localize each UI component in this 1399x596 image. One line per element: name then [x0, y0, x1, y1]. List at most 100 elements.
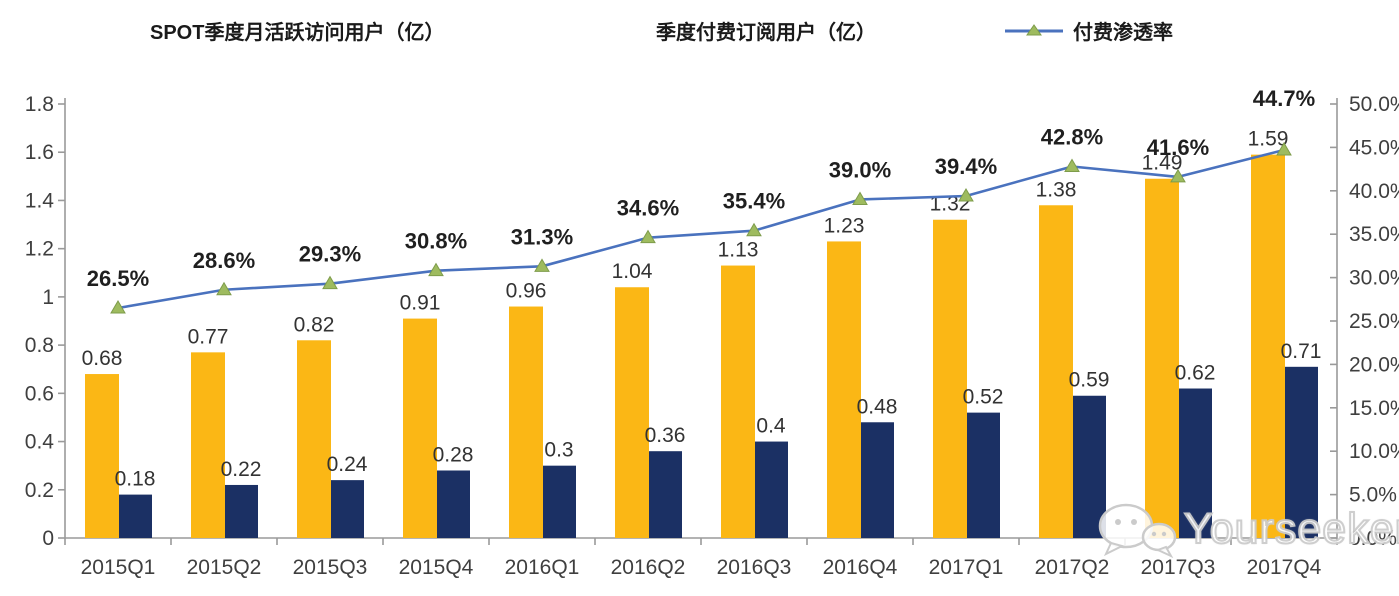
- penetration-marker-2016Q3: [746, 222, 762, 237]
- penetration-label: 29.3%: [299, 242, 361, 267]
- bar-subs-2017Q4: [1285, 366, 1318, 538]
- legend-item-subs: 季度付费订阅用户（亿）: [590, 16, 876, 45]
- penetration-label: 26.5%: [87, 266, 149, 291]
- bar-mau-2016Q2: [615, 287, 649, 538]
- right-axis-tick-label: 25.0%: [1349, 310, 1399, 333]
- x-axis-category-label: 2017Q1: [929, 556, 1004, 579]
- right-axis-tick-label: 0.0%: [1349, 527, 1397, 550]
- right-axis-tick-label: 10.0%: [1349, 440, 1399, 463]
- x-axis-category-label: 2017Q4: [1247, 556, 1322, 579]
- x-axis-category-label: 2017Q3: [1141, 556, 1216, 579]
- legend-item-mau: SPOT季度月活跃访问用户（亿）: [90, 16, 444, 45]
- bar-label-mau: 0.91: [400, 292, 441, 315]
- bar-subs-2017Q1: [967, 412, 1000, 538]
- bar-subs-2016Q2: [649, 451, 682, 538]
- bar-label-subs: 0.36: [645, 424, 686, 447]
- bar-label-subs: 0.3: [544, 439, 573, 462]
- penetration-marker-2015Q4: [428, 262, 444, 277]
- bar-mau-2015Q4: [403, 318, 437, 538]
- bar-mau-2017Q1: [933, 219, 967, 538]
- right-axis-tick-label: 15.0%: [1349, 397, 1399, 420]
- bar-mau-2017Q2: [1039, 205, 1073, 538]
- penetration-marker-2017Q4: [1276, 142, 1292, 156]
- penetration-label: 31.3%: [511, 224, 573, 249]
- penetration-marker-2016Q2: [640, 229, 656, 244]
- right-axis-tick-label: 30.0%: [1349, 267, 1399, 290]
- bar-subs-2015Q3: [331, 480, 364, 538]
- bar-label-subs: 0.48: [857, 395, 898, 418]
- penetration-label: 41.6%: [1147, 135, 1209, 160]
- bar-label-subs: 0.22: [221, 458, 262, 481]
- bar-subs-2016Q3: [755, 441, 788, 538]
- left-axis-tick-label: 0.2: [25, 479, 54, 502]
- bar-mau-2015Q2: [191, 352, 225, 538]
- bar-label-subs: 0.24: [327, 453, 368, 476]
- left-axis-tick-label: 0.6: [25, 382, 54, 405]
- penetration-label: 34.6%: [617, 196, 679, 221]
- legend-penetration-label: 付费渗透率: [1073, 22, 1173, 44]
- bar-subs-2015Q4: [437, 470, 470, 538]
- bar-label-mau: 0.77: [188, 325, 229, 348]
- bar-subs-2015Q2: [225, 484, 258, 538]
- penetration-line-marker-icon: [1005, 23, 1063, 35]
- penetration-label: 35.4%: [723, 189, 785, 214]
- penetration-label: 39.0%: [829, 157, 891, 182]
- legend-mau-label: SPOT季度月活跃访问用户（亿）: [150, 22, 445, 44]
- bar-label-mau: 0.68: [82, 347, 123, 370]
- x-axis-category-label: 2015Q1: [81, 556, 156, 579]
- bar-subs-2015Q1: [119, 494, 152, 538]
- left-axis-tick-label: 1.4: [25, 189, 55, 212]
- bar-mau-2016Q3: [721, 265, 755, 538]
- left-axis-tick-label: 1.2: [25, 238, 54, 261]
- penetration-marker-2015Q3: [322, 275, 338, 290]
- bar-mau-2016Q1: [509, 306, 543, 538]
- left-axis-tick-label: 1.6: [25, 141, 54, 164]
- bar-mau-2017Q4: [1251, 154, 1285, 538]
- right-axis-tick-label: 35.0%: [1349, 223, 1399, 246]
- left-axis-tick-label: 0: [42, 527, 54, 550]
- right-axis-tick-label: 40.0%: [1349, 180, 1399, 203]
- left-axis-tick-label: 0.8: [25, 334, 54, 357]
- bar-label-subs: 0.4: [756, 415, 786, 438]
- x-axis-category-label: 2016Q2: [611, 556, 686, 579]
- bar-subs-2017Q2: [1073, 395, 1106, 538]
- bar-mau-2016Q4: [827, 241, 861, 538]
- bar-subs-2016Q1: [543, 465, 576, 538]
- bar-label-mau: 1.59: [1248, 128, 1289, 151]
- penetration-marker-2015Q1: [110, 299, 126, 314]
- legend-subs-label: 季度付费订阅用户（亿）: [656, 22, 876, 44]
- penetration-marker-2017Q2: [1064, 158, 1080, 172]
- penetration-marker-2017Q3: [1170, 168, 1186, 183]
- bar-label-mau: 1.49: [1142, 152, 1183, 175]
- x-axis-category-label: 2015Q2: [187, 556, 262, 579]
- bar-subs-2017Q3: [1179, 388, 1212, 538]
- penetration-marker-2017Q1: [958, 188, 974, 202]
- left-axis-tick-label: 0.4: [25, 431, 55, 454]
- bar-subs-2016Q4: [861, 422, 894, 538]
- bar-label-mau: 1.13: [718, 239, 759, 262]
- bar-label-mau: 1.38: [1036, 178, 1077, 201]
- bar-mau-2015Q1: [85, 374, 119, 538]
- legend-item-penetration: 付费渗透率: [1005, 16, 1173, 45]
- penetration-label: 44.7%: [1253, 86, 1315, 111]
- bar-label-mau: 1.04: [612, 260, 653, 283]
- bar-label-subs: 0.28: [433, 443, 474, 466]
- left-axis-tick-label: 1: [42, 286, 54, 309]
- bar-label-mau: 1.23: [824, 214, 865, 237]
- left-axis-tick-label: 1.8: [25, 93, 54, 116]
- bar-label-subs: 0.52: [963, 386, 1004, 409]
- right-axis-tick-label: 45.0%: [1349, 136, 1399, 159]
- bar-mau-2017Q3: [1145, 178, 1179, 538]
- bar-label-subs: 0.62: [1175, 362, 1216, 385]
- penetration-marker-2015Q2: [216, 281, 232, 296]
- x-axis-category-label: 2015Q3: [293, 556, 368, 579]
- x-axis-category-label: 2016Q3: [717, 556, 792, 579]
- right-axis-tick-label: 20.0%: [1349, 353, 1399, 376]
- x-axis-category-label: 2017Q2: [1035, 556, 1110, 579]
- bar-label-subs: 0.59: [1069, 369, 1110, 392]
- penetration-marker-2016Q4: [852, 191, 868, 205]
- x-axis-category-label: 2016Q1: [505, 556, 580, 579]
- penetration-label: 42.8%: [1041, 124, 1103, 149]
